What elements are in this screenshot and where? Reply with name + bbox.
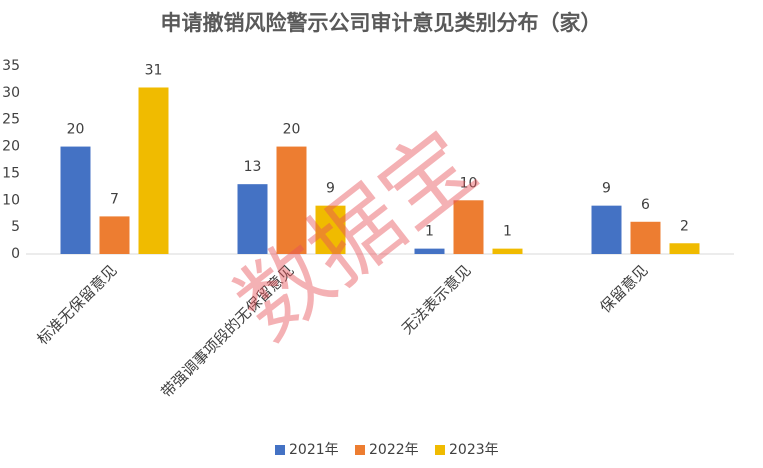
bar xyxy=(453,200,484,254)
bar xyxy=(276,146,307,254)
data-label: 13 xyxy=(244,159,262,175)
bar xyxy=(60,146,91,254)
data-label: 20 xyxy=(283,122,301,138)
data-label: 9 xyxy=(326,181,335,197)
legend-label: 2023年 xyxy=(449,442,499,458)
bar xyxy=(414,248,445,254)
data-label: 9 xyxy=(602,181,611,197)
bar xyxy=(315,205,346,254)
y-tick-label: 25 xyxy=(2,112,20,128)
data-label: 10 xyxy=(460,175,478,191)
y-tick-label: 35 xyxy=(2,58,20,74)
bar xyxy=(669,243,700,254)
y-tick-label: 15 xyxy=(2,165,20,181)
data-label: 6 xyxy=(641,197,650,213)
data-label: 1 xyxy=(425,224,434,240)
bar xyxy=(138,87,169,254)
bar xyxy=(99,216,130,254)
bar xyxy=(630,221,661,254)
x-tick-label: 标准无保留意见 xyxy=(34,261,121,348)
data-label: 1 xyxy=(503,224,512,240)
chart-title: 申请撤销风险警示公司审计意见类别分布（家） xyxy=(161,11,602,35)
x-tick-label: 保留意见 xyxy=(596,261,651,316)
bar xyxy=(591,205,622,254)
y-tick-label: 5 xyxy=(11,219,20,235)
legend-label: 2022年 xyxy=(369,442,419,458)
legend-swatch xyxy=(275,445,285,455)
bar xyxy=(492,248,523,254)
data-label: 7 xyxy=(110,191,119,207)
y-tick-label: 20 xyxy=(2,139,20,155)
legend-label: 2021年 xyxy=(289,442,339,458)
y-tick-label: 30 xyxy=(2,85,20,101)
data-label: 31 xyxy=(145,62,163,78)
y-tick-label: 10 xyxy=(2,192,20,208)
x-tick-label: 无法表示意见 xyxy=(398,261,474,337)
legend-swatch xyxy=(355,445,365,455)
y-tick-label: 0 xyxy=(11,246,20,262)
bar xyxy=(237,184,268,254)
data-label: 2 xyxy=(680,218,689,234)
legend-swatch xyxy=(435,445,445,455)
data-label: 20 xyxy=(67,122,85,138)
